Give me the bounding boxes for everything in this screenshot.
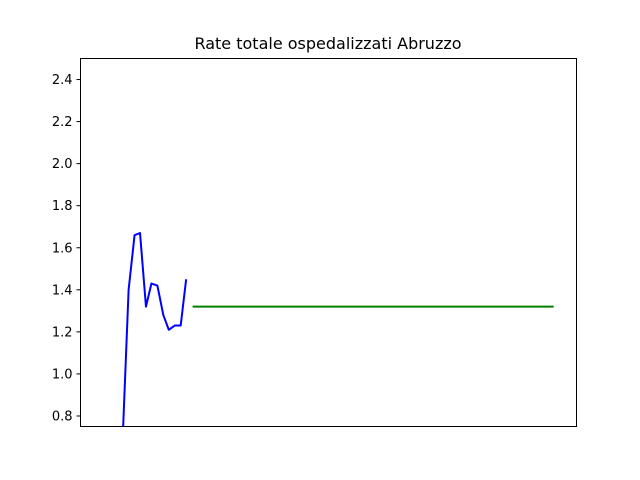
y-axis: 0.8 1.0 1.2 1.4 1.6 1.8 2.0 2.2 2.4 [52, 73, 81, 424]
series-line-1 [122, 232, 188, 427]
chart-title: Rate totale ospedalizzati Abruzzo [194, 34, 461, 53]
plot-frame [80, 58, 577, 427]
y-tick-label: 0.8 [52, 409, 73, 424]
y-tick-label: 1.0 [52, 367, 73, 382]
y-tick-label: 1.2 [52, 325, 73, 340]
y-tick-label: 1.6 [52, 241, 73, 256]
plot-area [122, 232, 554, 427]
y-tick-label: 2.2 [52, 115, 73, 130]
y-tick-label: 2.4 [52, 73, 73, 88]
y-tick-label: 1.8 [52, 199, 73, 214]
y-tick-label: 2.0 [52, 157, 73, 172]
y-tick-label: 1.4 [52, 283, 73, 298]
